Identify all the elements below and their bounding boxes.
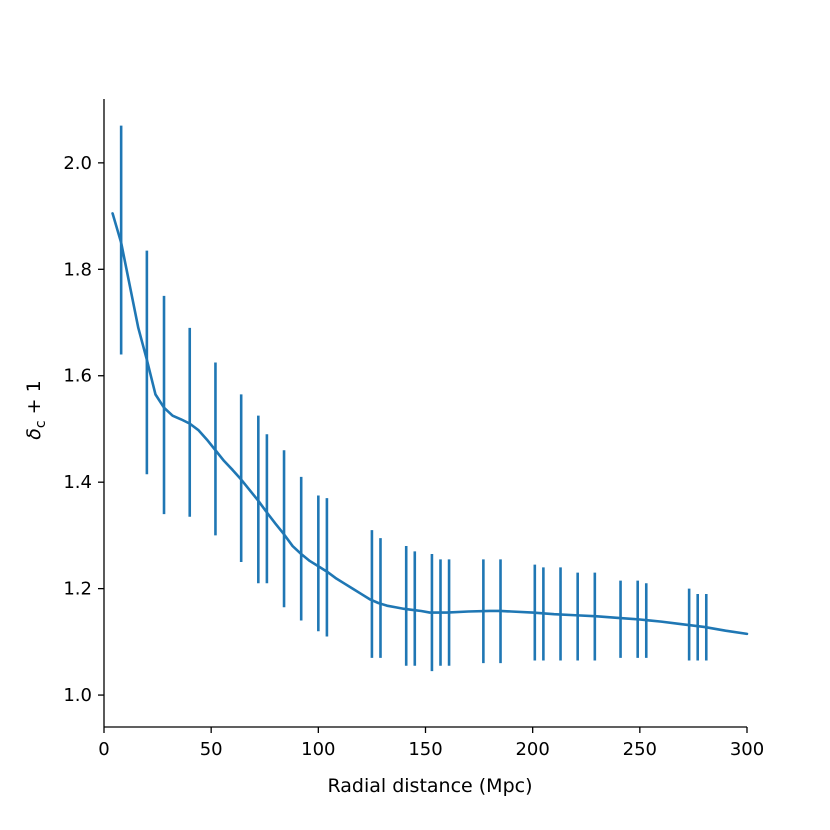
y-tick-label-3: 1.6	[63, 366, 92, 387]
y-ticks: 1.0 1.2 1.4 1.6 1.8 2.0	[63, 153, 104, 706]
x-tick-label-3: 150	[408, 739, 442, 760]
y-tick-label-1: 1.2	[63, 579, 92, 600]
y-tick-label-0: 1.0	[63, 685, 92, 706]
y-tick-label-4: 1.8	[63, 259, 92, 280]
x-tick-label-6: 300	[730, 739, 764, 760]
x-axis-label: Radial distance (Mpc)	[327, 775, 532, 797]
y-axis-label-suffix: + 1	[23, 380, 45, 420]
x-ticks: 0 50 100 150 200 250 300	[98, 727, 764, 760]
x-tick-label-4: 200	[515, 739, 549, 760]
y-axis-label-subscript: c	[33, 420, 49, 428]
y-axis-label: δc + 1	[23, 380, 49, 439]
y-axis-label-symbol: δ	[23, 428, 45, 440]
series-line	[111, 212, 749, 636]
x-tick-label-2: 100	[301, 739, 335, 760]
x-tick-label-5: 250	[623, 739, 657, 760]
y-tick-label-5: 2.0	[63, 153, 92, 174]
x-tick-label-1: 50	[200, 739, 223, 760]
y-tick-label-2: 1.4	[63, 472, 92, 493]
x-tick-label-0: 0	[98, 739, 109, 760]
error-bars	[119, 125, 708, 672]
